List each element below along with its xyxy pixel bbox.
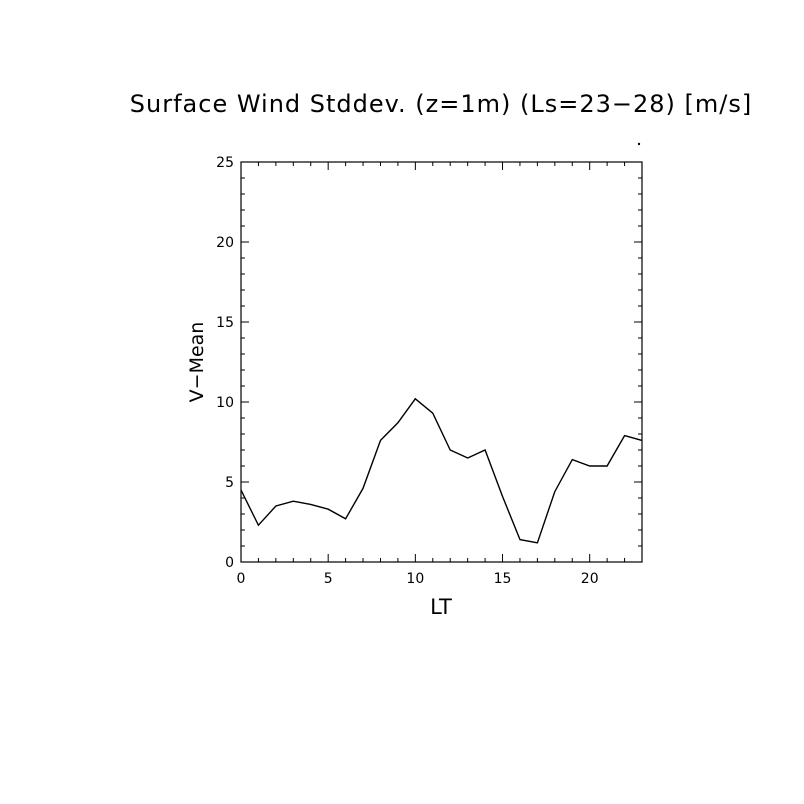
axis-ticks	[240, 161, 643, 563]
y-axis-label: V−Mean	[186, 322, 208, 403]
x-tick-label: 20	[581, 571, 599, 587]
x-tick-label: 0	[237, 571, 246, 587]
x-tick-label: 10	[406, 571, 424, 587]
series-group	[240, 397, 643, 544]
corner-dot	[637, 142, 641, 146]
x-axis-label: LT	[430, 595, 452, 619]
y-tick-label: 5	[225, 475, 234, 491]
y-tick-label: 15	[216, 315, 234, 331]
x-tick-label: 15	[494, 571, 512, 587]
series-line	[240, 397, 643, 544]
y-tick-label: 25	[216, 155, 234, 171]
x-tick-label: 5	[324, 571, 333, 587]
plot-frame	[240, 161, 643, 563]
y-tick-label: 0	[225, 555, 234, 571]
y-tick-label: 10	[216, 395, 234, 411]
y-tick-label: 20	[216, 235, 234, 251]
chart-title: Surface Wind Stddev. (z=1m) (Ls=23−28) […	[130, 90, 752, 118]
axis-tick-labels: 0 5 10 15 20 0 5 10 15 20 25	[216, 155, 598, 587]
